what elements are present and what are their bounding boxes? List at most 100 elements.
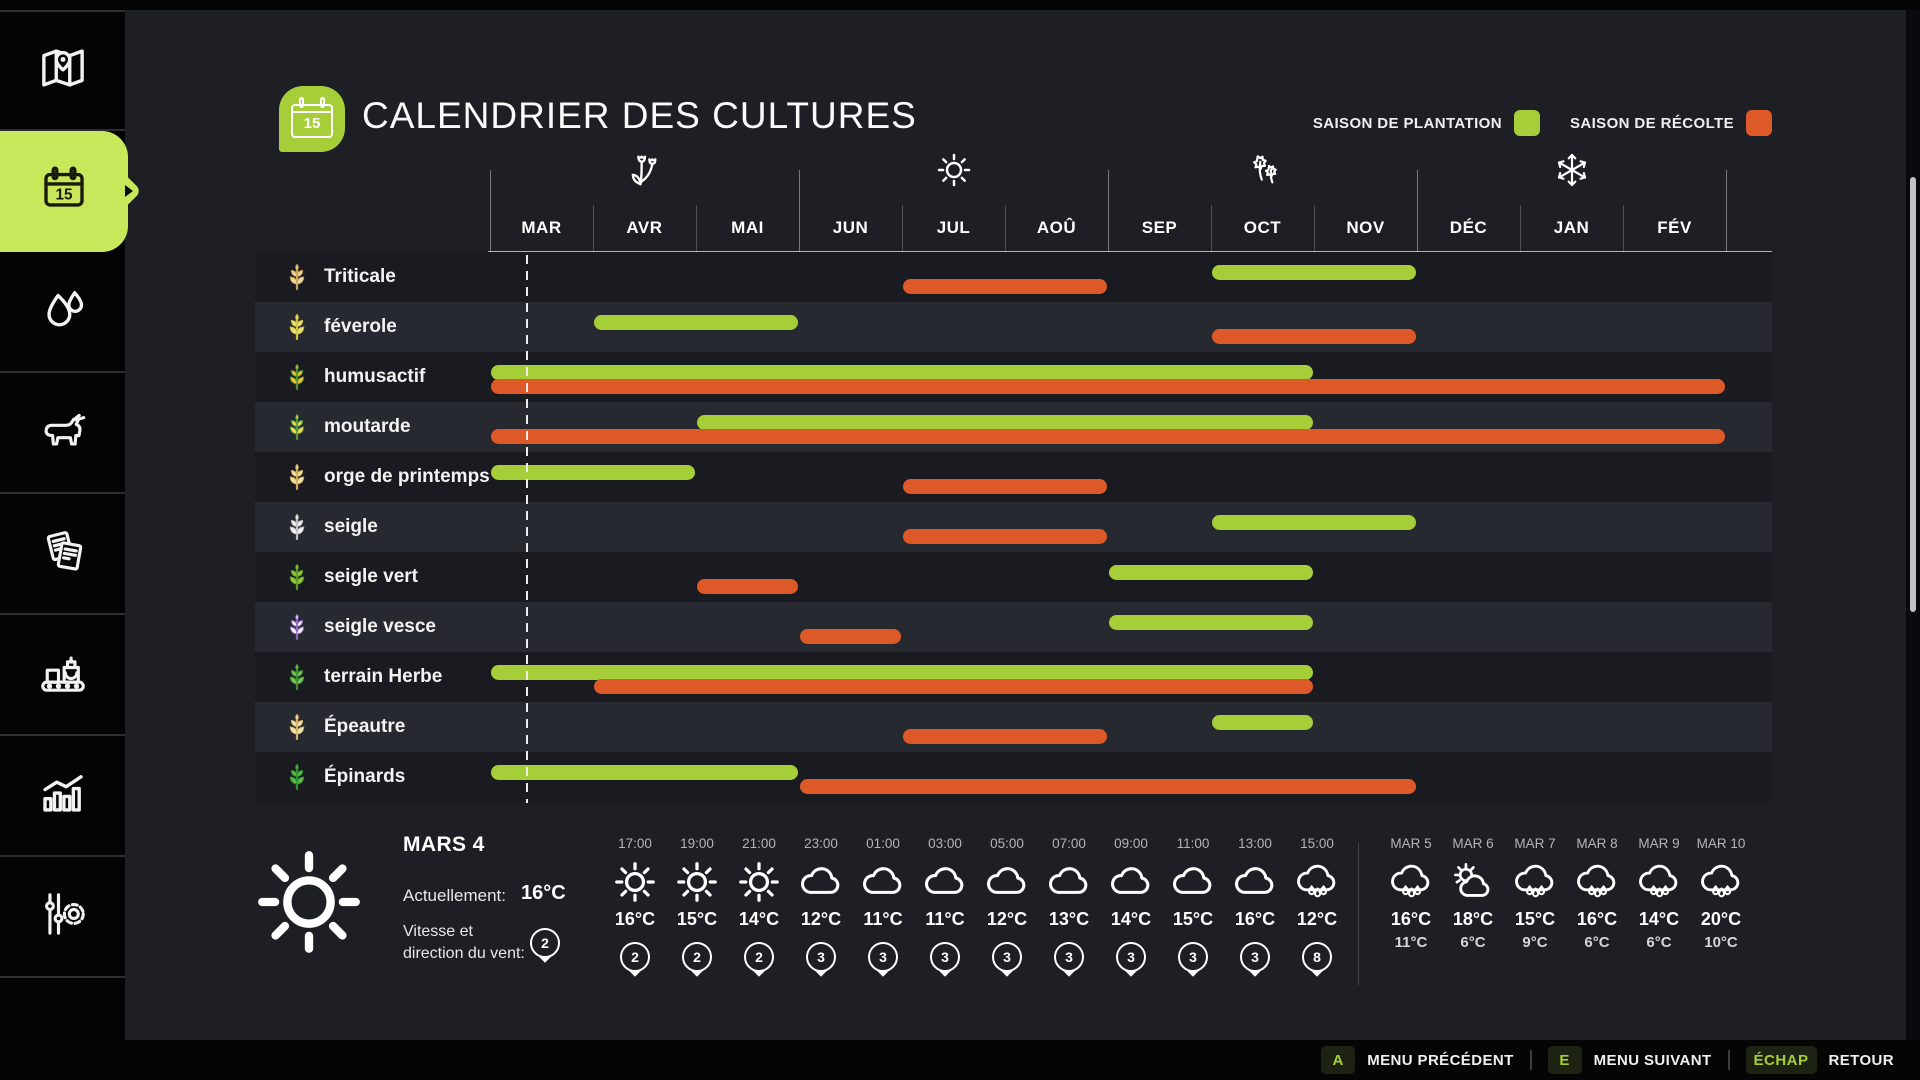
- day-label: MAR 5: [1390, 836, 1432, 851]
- plant-bar: [697, 415, 1313, 430]
- svg-text:15: 15: [55, 186, 73, 203]
- hourly-column: 21:00 14°C 2: [728, 836, 790, 986]
- sidebar-item-statistics[interactable]: [0, 736, 125, 857]
- footer-label: MENU SUIVANT: [1593, 1051, 1712, 1069]
- crop-row-terrain-herbe: terrain Herbe: [255, 652, 1772, 702]
- hour-label: 17:00: [618, 836, 652, 851]
- scrollbar-thumb[interactable]: [1910, 177, 1916, 612]
- wind-direction-pin: 2: [680, 942, 714, 986]
- weather-rain-icon: [1293, 859, 1341, 905]
- footer-item-retour[interactable]: ÉCHAP RETOUR: [1745, 1046, 1894, 1074]
- hourly-column: 19:00 15°C 2: [666, 836, 728, 986]
- weather-rain-icon: [1573, 859, 1621, 905]
- daily-column: MAR 10 20°C 10°C: [1690, 836, 1752, 951]
- weather-rain-icon: [1511, 859, 1559, 905]
- sidebar-item-water[interactable]: [0, 252, 125, 373]
- water-icon: [36, 282, 90, 341]
- current-day: MARS 4: [403, 833, 485, 856]
- day-label: MAR 8: [1576, 836, 1618, 851]
- crop-label: seigle vesce: [282, 602, 436, 652]
- weather-cloud-icon: [1231, 859, 1279, 905]
- crop-row-epeautre: Épeautre: [255, 702, 1772, 752]
- plant-bar: [491, 665, 1313, 680]
- day-low-temp: 6°C: [1584, 934, 1610, 951]
- sidebar-item-animals[interactable]: [0, 373, 125, 494]
- hourly-column: 17:00 16°C 2: [604, 836, 666, 986]
- sidebar-item-contracts[interactable]: [0, 494, 125, 615]
- hour-label: 07:00: [1052, 836, 1086, 851]
- footer-label: MENU PRÉCÉDENT: [1367, 1051, 1514, 1069]
- day-label: MAR 7: [1514, 836, 1556, 851]
- month-label-dec: DÉC: [1449, 218, 1488, 237]
- month-row: MAR AVR MAI JUN JUL AOÛ SEP OCT NOV DÉC JAN FÉV: [490, 205, 1726, 251]
- legend-swatch-1: [1746, 110, 1772, 136]
- day-high-temp: 16°C: [1390, 909, 1432, 929]
- hourly-column: 01:00 11°C 3: [852, 836, 914, 986]
- crop-row-seigle-vesce: seigle vesce: [255, 602, 1772, 652]
- weather-sun-cloud-icon: [1449, 859, 1497, 905]
- harvest-bar: [594, 679, 1313, 694]
- hourly-column: 03:00 11°C 3: [914, 836, 976, 986]
- hour-label: 21:00: [742, 836, 776, 851]
- crop-label: Épinards: [282, 752, 405, 802]
- crop-bars: [490, 502, 1726, 552]
- harvest-bar: [491, 379, 1725, 394]
- current-wind-label: Vitesse et direction du vent:: [403, 923, 525, 962]
- crop-bars: [490, 702, 1726, 752]
- day-low-temp: 6°C: [1646, 934, 1672, 951]
- crop-label: terrain Herbe: [282, 652, 442, 702]
- wind-direction-pin: 3: [1176, 942, 1210, 986]
- hour-temp: 15°C: [676, 909, 718, 929]
- footer-item-menu-precedent[interactable]: A MENU PRÉCÉDENT: [1321, 1046, 1513, 1074]
- crop-name: Épinards: [324, 766, 406, 787]
- hour-temp: 16°C: [1234, 909, 1276, 929]
- crop-name: Triticale: [324, 266, 396, 287]
- current-temp-value: 16°C: [521, 882, 566, 904]
- weather-cloud-icon: [983, 859, 1031, 905]
- wind-direction-pin: 8: [1300, 942, 1334, 986]
- wind-direction-pin: 3: [804, 942, 838, 986]
- crop-bars: [490, 602, 1726, 652]
- hour-temp: 13°C: [1048, 909, 1090, 929]
- crop-icon-seigle: [282, 512, 312, 542]
- sidebar-item-map[interactable]: [0, 10, 125, 131]
- crop-label: orge de printemps: [282, 452, 490, 502]
- crop-name: seigle vesce: [324, 616, 436, 637]
- month-label-sep: SEP: [1141, 218, 1178, 237]
- current-temp-label: Actuellement:: [403, 886, 506, 905]
- weather-rain-icon: [1697, 859, 1745, 905]
- crop-label: féverole: [282, 302, 397, 352]
- hour-label: 13:00: [1238, 836, 1272, 851]
- forecast-divider: [1358, 843, 1359, 985]
- footer-separator: [1529, 1050, 1532, 1070]
- sidebar-item-production[interactable]: [0, 615, 125, 736]
- crop-bars: [490, 552, 1726, 602]
- top-strip: [0, 0, 1920, 10]
- sidebar-item-settings[interactable]: [0, 857, 125, 978]
- month-label-jul: JUL: [936, 218, 971, 237]
- harvest-bar: [697, 579, 798, 594]
- weather-cloud-icon: [1169, 859, 1217, 905]
- hourly-column: 23:00 12°C 3: [790, 836, 852, 986]
- hourly-column: 11:00 15°C 3: [1162, 836, 1224, 986]
- winter-snowflake-icon: [1552, 150, 1592, 190]
- crop-row-orge-de-printemps: orge de printemps: [255, 452, 1772, 502]
- crop-label: moutarde: [282, 402, 411, 452]
- calendar-icon: 15: [37, 161, 91, 220]
- crop-bars: [490, 252, 1726, 302]
- day-low-temp: 9°C: [1522, 934, 1548, 951]
- hour-temp: 14°C: [1110, 909, 1152, 929]
- wind-direction-pin: 3: [1238, 942, 1272, 986]
- day-high-temp: 15°C: [1514, 909, 1556, 929]
- hour-label: 09:00: [1114, 836, 1148, 851]
- crop-icon-seigle-vert: [282, 562, 312, 592]
- hour-temp: 11°C: [925, 909, 965, 929]
- sidebar-item-calendar[interactable]: 15: [0, 131, 142, 252]
- wind-direction-pin: 2: [742, 942, 776, 986]
- footer-item-menu-suivant[interactable]: E MENU SUIVANT: [1547, 1046, 1712, 1074]
- weather-rain-icon: [1387, 859, 1435, 905]
- harvest-bar: [491, 429, 1725, 444]
- hour-label: 11:00: [1176, 836, 1210, 851]
- crop-label: humusactif: [282, 352, 425, 402]
- crop-name: féverole: [324, 316, 397, 337]
